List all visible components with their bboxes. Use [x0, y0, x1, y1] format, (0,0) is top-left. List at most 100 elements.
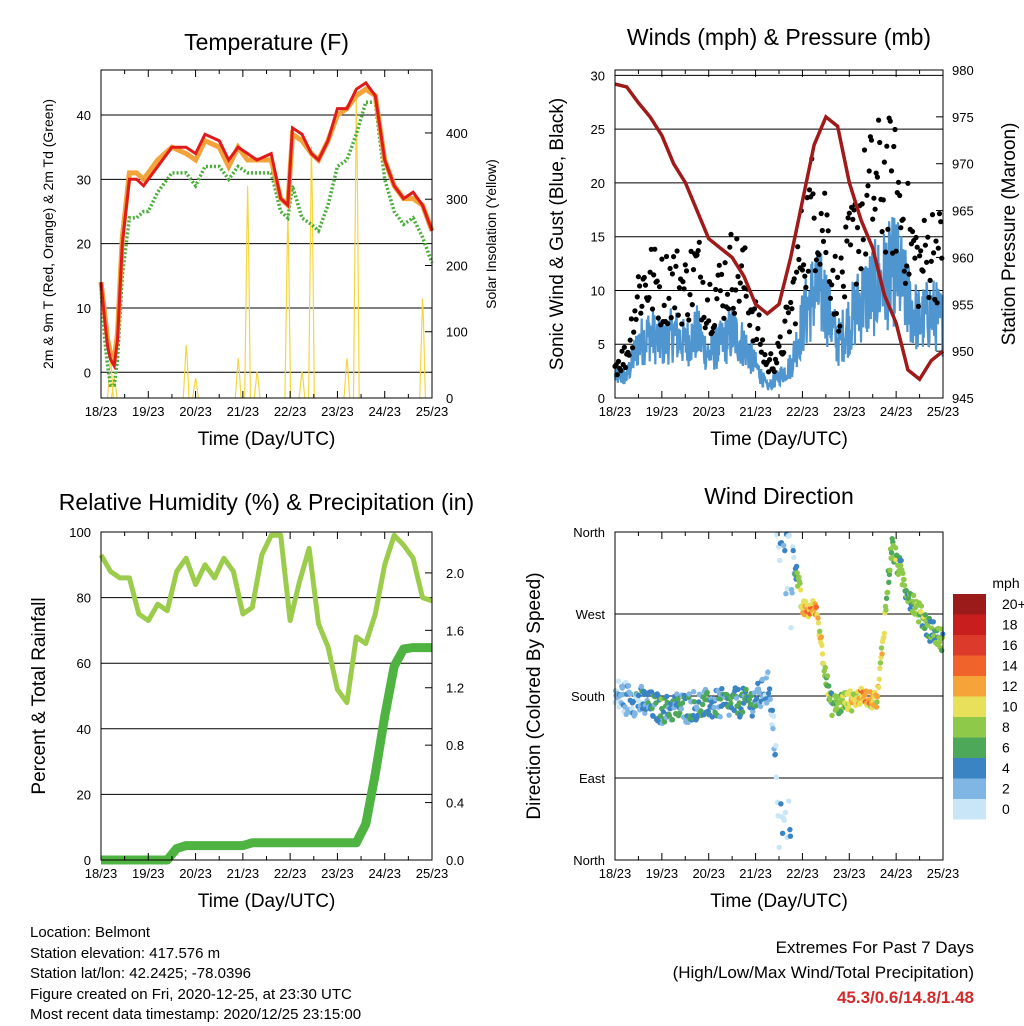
- gust-point: [864, 192, 870, 198]
- gust-point: [762, 352, 768, 358]
- gust-point: [874, 174, 881, 180]
- gust-point: [717, 288, 724, 294]
- gust-point: [913, 234, 919, 241]
- direction-point: [915, 619, 922, 625]
- direction-point: [887, 567, 893, 573]
- direction-point: [772, 751, 778, 758]
- dir-title: Wind Direction: [704, 483, 854, 509]
- rh-xtick-label: 21/23: [227, 866, 260, 881]
- gust-point: [859, 201, 865, 207]
- rh-xtick-label: 20/23: [179, 866, 212, 881]
- temp-ytick-label: 30: [77, 172, 91, 187]
- solar-ytick-label: 200: [446, 258, 468, 273]
- gust-point: [796, 256, 802, 263]
- gust-point: [666, 295, 672, 301]
- gust-point: [675, 312, 681, 318]
- gust-point: [709, 329, 715, 335]
- solar-insolation-line: [182, 344, 190, 399]
- direction-point: [892, 545, 899, 551]
- gust-point: [812, 268, 818, 274]
- gust-point: [685, 312, 691, 318]
- gust-point: [781, 350, 787, 356]
- gust-point: [909, 228, 916, 235]
- direction-point: [773, 743, 779, 749]
- temp-title: Temperature (F): [184, 29, 349, 55]
- extremes-box: Extremes For Past 7 Days (High/Low/Max W…: [673, 935, 974, 1010]
- gust-point: [628, 316, 635, 322]
- wind-xlabel: Time (Day/UTC): [710, 429, 848, 450]
- direction-point: [818, 634, 825, 640]
- direction-point: [886, 579, 892, 585]
- solar-ytick-label: 300: [446, 192, 468, 207]
- gust-point: [845, 215, 851, 221]
- gust-point: [714, 296, 720, 302]
- gust-point: [939, 255, 945, 261]
- direction-point: [888, 550, 895, 556]
- solar-ytick-label: 100: [446, 325, 468, 340]
- gust-point: [840, 283, 847, 289]
- gust-point: [805, 268, 811, 274]
- direction-point: [767, 696, 773, 702]
- gust-point: [843, 224, 849, 230]
- solar-ytick-label: 0: [446, 391, 453, 406]
- solar-ylabel: Solar Insolation (Yellow): [483, 159, 499, 309]
- direction-point: [918, 609, 924, 615]
- gust-point: [619, 348, 625, 354]
- direction-point: [700, 701, 706, 708]
- gust-point: [825, 228, 831, 234]
- direction-point: [797, 587, 804, 593]
- dir-ytick-label: West: [576, 607, 606, 622]
- pressure-ytick-label: 970: [952, 157, 974, 172]
- direction-point: [883, 595, 890, 601]
- wind-ytick-label: 5: [598, 337, 605, 352]
- direction-point: [769, 707, 776, 713]
- gust-point: [917, 253, 923, 259]
- gust-point: [929, 212, 936, 218]
- gust-point: [614, 372, 620, 378]
- winds-panel: 0 5 10 15 20 25 30 945 950 955 960 965 970 975 980 18/2…: [547, 24, 1020, 450]
- rain-ytick-label: 1.2: [446, 681, 464, 696]
- temp-xlabel: Time (Day/UTC): [198, 429, 336, 450]
- solar-insolation-line: [253, 371, 261, 399]
- gust-point: [724, 291, 731, 297]
- colorbar-swatch: [953, 614, 986, 635]
- temp-xtick-label: 21/23: [227, 404, 260, 419]
- gust-point: [681, 286, 687, 292]
- gust-point: [757, 341, 763, 347]
- gust-point: [860, 237, 866, 243]
- gust-point: [743, 293, 749, 299]
- direction-point: [630, 698, 637, 705]
- gust-point: [638, 310, 644, 316]
- colorbar-swatch: [953, 635, 986, 656]
- direction-point: [791, 554, 797, 561]
- direction-point: [847, 688, 853, 694]
- direction-point: [779, 830, 786, 836]
- direction-point: [815, 615, 821, 621]
- direction-point: [669, 717, 676, 723]
- extremes-subtitle: (High/Low/Max Wind/Total Precipitation): [672, 963, 974, 982]
- direction-point: [781, 542, 787, 549]
- gust-point: [728, 231, 734, 237]
- gust-point: [690, 267, 697, 273]
- gust-point: [673, 263, 679, 269]
- direction-point: [648, 689, 655, 695]
- direction-point: [675, 696, 681, 702]
- solar-insolation-line: [244, 185, 251, 399]
- gust-point: [694, 252, 700, 258]
- direction-point: [878, 645, 885, 651]
- direction-point: [838, 708, 844, 715]
- gust-point: [659, 256, 665, 262]
- gust-point: [900, 216, 906, 222]
- gust-point: [895, 179, 902, 185]
- elevation-text: Station elevation: 417.576 m: [30, 944, 221, 962]
- direction-point: [794, 570, 800, 576]
- gust-point: [806, 187, 813, 193]
- direction-point: [753, 703, 759, 709]
- direction-point: [873, 704, 880, 710]
- direction-point: [881, 630, 887, 637]
- gust-point: [842, 294, 848, 300]
- gust-point: [861, 147, 868, 153]
